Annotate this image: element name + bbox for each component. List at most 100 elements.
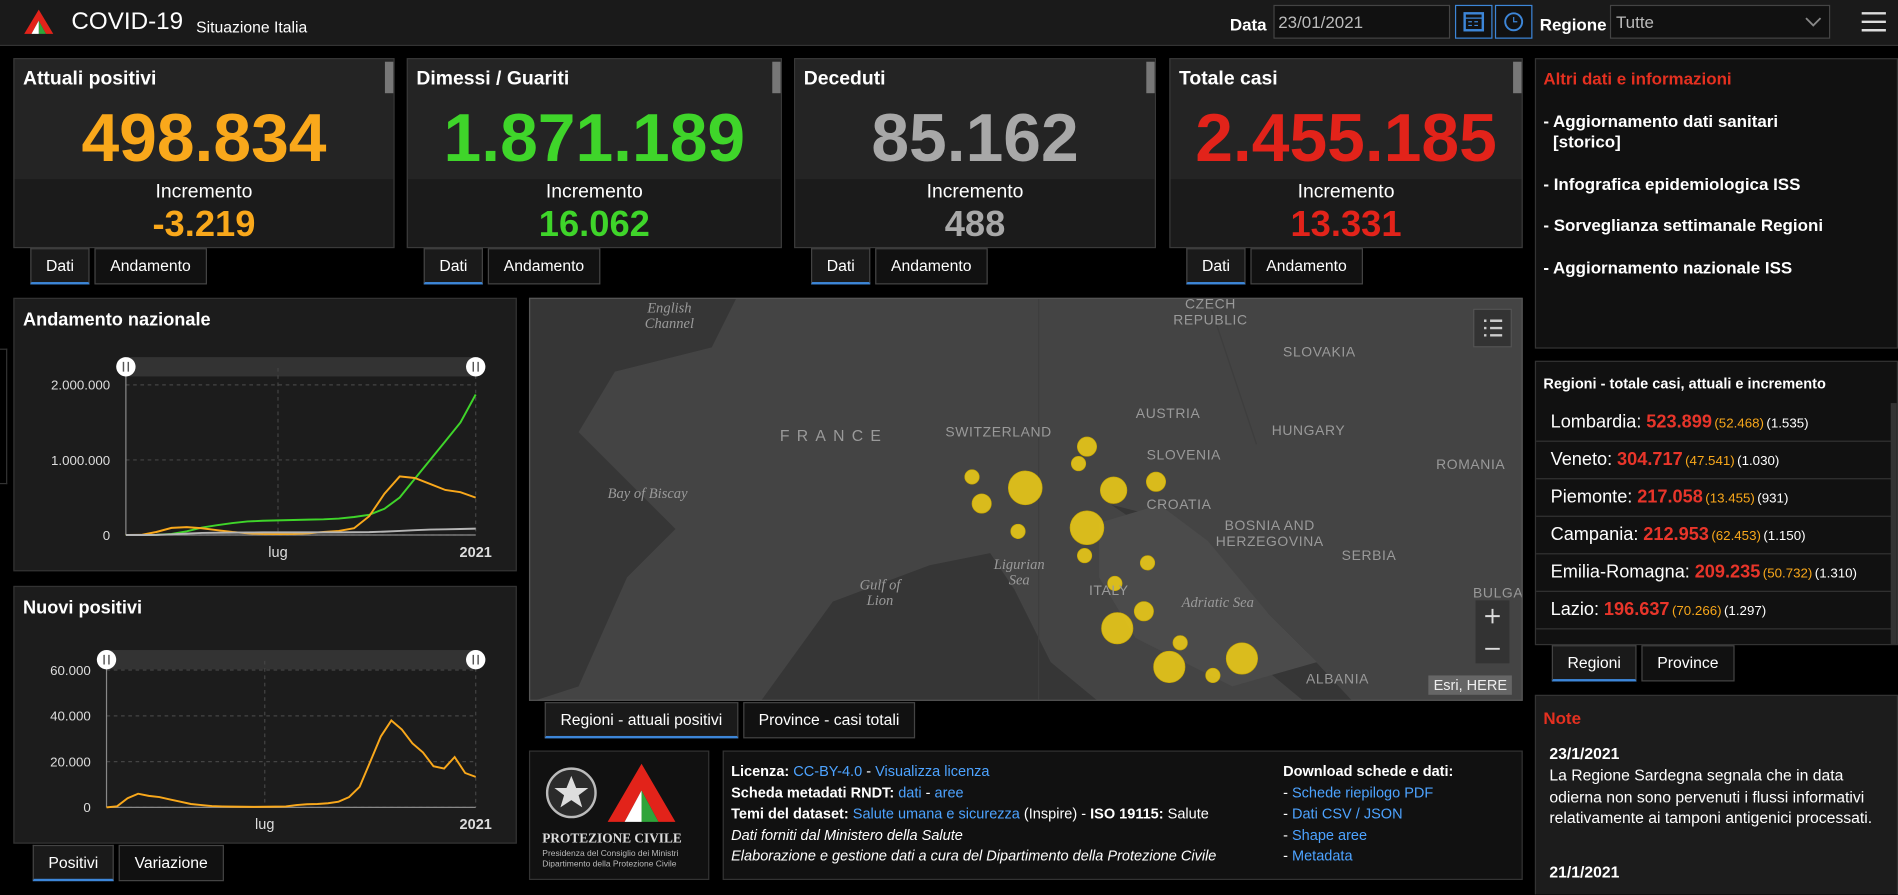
tab[interactable]: Regioni - attuali positivi <box>544 702 739 739</box>
notes-panel: Note 23/1/2021 La Regione Sardegna segnala… <box>1534 694 1898 895</box>
calendar-icon <box>1463 12 1485 32</box>
info-link[interactable]: - Sorveglianza settimanale Regioni <box>1543 215 1824 235</box>
footer-line: Download schede e dati: <box>1283 761 1453 782</box>
range-slider <box>125 357 476 377</box>
region-total: 523.899 <box>1646 411 1712 433</box>
region-active: (50.732) <box>1762 566 1813 582</box>
footer-right: Download schede e dati: - Schede riepilog… <box>1283 761 1453 867</box>
region-row[interactable]: Lazio: 196.637 (70.266) (1.297) <box>1536 592 1892 630</box>
map-base <box>530 298 1352 700</box>
footer-link[interactable]: aree <box>934 783 964 801</box>
region-select[interactable]: Tutte <box>1609 4 1831 39</box>
logo-emblems <box>545 763 676 822</box>
tab[interactable]: Dati <box>30 248 90 285</box>
map-label: CZECH REPUBLIC <box>1173 297 1248 329</box>
footer-text: Dati forniti dal Ministero della Salute <box>731 826 963 844</box>
region-row[interactable]: Veneto: 304.717 (47.541) (1.030) <box>1536 442 1892 480</box>
slider-handle[interactable] <box>466 650 486 670</box>
series-line <box>125 527 476 536</box>
tab[interactable]: Variazione <box>118 844 224 882</box>
region-row[interactable]: Emilia-Romagna: 209.235 (50.732) (1.310) <box>1536 554 1892 592</box>
map-label: SWITZERLAND <box>945 425 1052 441</box>
regions-scrollbar <box>1890 403 1897 644</box>
y-tick-label: 20.000 <box>50 754 91 769</box>
y-tick-label: 0 <box>103 528 110 543</box>
chart-panel: Nuovi positivi 0 20.000 40.000 60.000 lug 2021 <box>13 585 517 844</box>
card-title: Deceduti <box>803 68 886 90</box>
footer-link[interactable]: Salute umana e sicurezza <box>852 804 1020 822</box>
region-row[interactable]: Lombardia: 523.899 (52.468) (1.535) <box>1536 404 1892 442</box>
slider-handle[interactable] <box>96 650 117 670</box>
region-active: (13.455) <box>1705 491 1755 506</box>
layer-list-button[interactable] <box>1473 308 1512 348</box>
slider-handle[interactable] <box>466 357 486 377</box>
footer-link[interactable]: Schede riepilogo PDF <box>1291 783 1434 801</box>
region-value: Tutte <box>1615 12 1654 32</box>
card-value: 85.162 <box>871 99 1079 176</box>
tab[interactable]: Dati <box>811 248 871 285</box>
tab[interactable]: Andamento <box>875 248 988 285</box>
region-active: (62.453) <box>1711 528 1761 544</box>
side-handle[interactable] <box>0 348 8 485</box>
tab[interactable]: Andamento <box>94 248 207 285</box>
footer-link[interactable]: Dati CSV / JSON <box>1291 804 1403 822</box>
tab[interactable]: Positivi <box>32 844 115 882</box>
region-row[interactable]: Campania: 212.953 (62.453) (1.150) <box>1536 517 1892 555</box>
map-label: SLOVAKIA <box>1283 345 1356 361</box>
info-link[interactable]: - Aggiornamento nazionale ISS <box>1543 257 1793 278</box>
info-title: Altri dati e informazioni <box>1543 68 1732 89</box>
tab[interactable]: Dati <box>423 248 484 285</box>
tab[interactable]: Andamento <box>487 248 600 285</box>
tab[interactable]: Province <box>1641 645 1735 682</box>
handle-grip <box>122 361 130 372</box>
menu-button[interactable] <box>1860 10 1887 34</box>
footer-link[interactable]: Metadata <box>1291 847 1353 865</box>
y-tick-label: 2.000.000 <box>51 378 110 393</box>
header-bar: COVID-19 Situazione Italia Data 23/01/20… <box>0 0 1898 46</box>
tab[interactable]: Regioni <box>1551 645 1637 682</box>
region-row[interactable]: Piemonte: 217.058 (13.455) (931) <box>1536 479 1892 517</box>
slider-handle[interactable] <box>116 357 136 377</box>
time-button[interactable] <box>1494 4 1533 39</box>
info-link-sub[interactable]: [storico] <box>1553 131 1621 152</box>
info-link[interactable]: - Infografica epidemiologica ISS <box>1543 174 1801 194</box>
handle-grip <box>472 361 479 372</box>
date-input[interactable]: 23/01/2021 <box>1273 4 1451 39</box>
footer-text: - <box>862 762 876 780</box>
footer-line: Elaborazione e gestione dati a cura del … <box>731 846 1216 867</box>
map-label: Gulf of Lion <box>859 576 901 609</box>
handle-grip <box>472 654 479 665</box>
region-total: 212.953 <box>1643 524 1709 545</box>
region-increment: (1.297) <box>1723 604 1767 619</box>
map-label: Adriatic Sea <box>1181 593 1254 611</box>
map[interactable]: Esri, HERE English Channel FRANCE Bay of B… <box>528 297 1523 701</box>
chart-panel: Andamento nazionale 0 1.000.000 2.000.000 lu… <box>13 297 517 572</box>
calendar-button[interactable] <box>1454 4 1493 39</box>
tab-bar: Dati Andamento <box>811 248 988 285</box>
footer-link[interactable]: dati <box>898 783 922 801</box>
tab[interactable]: Province - casi totali <box>742 702 916 739</box>
series-line <box>125 475 477 536</box>
handle-grip <box>103 654 110 665</box>
zoom-controls <box>1475 600 1510 664</box>
increment-value: 13.331 <box>1290 204 1402 245</box>
zoom-icons[interactable] <box>1476 600 1510 663</box>
card-title: Attuali positivi <box>22 68 157 90</box>
footer-link[interactable]: Visualizza licenza <box>875 762 990 780</box>
note-date: 21/1/2021 <box>1549 863 1620 882</box>
tab[interactable]: Dati <box>1186 248 1246 285</box>
info-link[interactable]: - Aggiornamento dati sanitari <box>1543 111 1779 131</box>
info-panel: Altri dati e informazioni - Aggiornamento… <box>1534 58 1898 349</box>
footer-link[interactable]: Shape aree <box>1291 826 1368 844</box>
footer-line: Scheda metadati RNDT: dati - aree <box>731 783 1216 804</box>
footer-text: Salute <box>1167 804 1209 822</box>
app-subtitle: Situazione Italia <box>196 18 308 37</box>
tab[interactable]: Andamento <box>1250 248 1363 285</box>
card-title: Totale casi <box>1178 68 1278 90</box>
region-active: (52.468) <box>1714 416 1764 431</box>
footer-link[interactable]: CC-BY-4.0 <box>793 762 863 780</box>
map-label: CROATIA <box>1146 498 1212 513</box>
y-tick-label: 1.000.000 <box>51 453 110 468</box>
